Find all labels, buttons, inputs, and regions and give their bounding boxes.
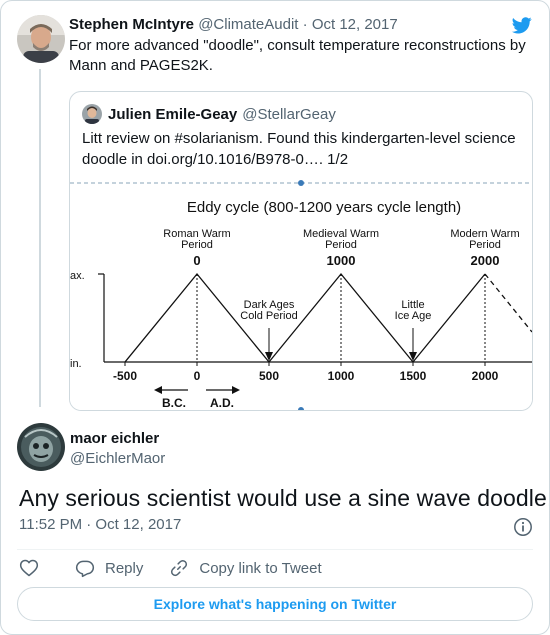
peak-label-medieval-2: Period [325, 239, 357, 251]
author-handle[interactable]: @ClimateAudit [198, 16, 298, 33]
copy-link-button[interactable]: Copy link to Tweet [169, 558, 321, 578]
trough-label-dark-ages-2: Cold Period [240, 310, 297, 322]
quoted-author-handle: @StellarGeay [242, 106, 336, 123]
separator: · [303, 16, 308, 33]
explore-twitter-button[interactable]: Explore what's happening on Twitter [17, 587, 533, 621]
peak-label-modern-2: Period [469, 239, 501, 251]
thread-connector [39, 69, 41, 407]
x-tick-label: 2000 [472, 369, 499, 383]
x-tick-label: -500 [113, 369, 137, 383]
y-min-label: in. [70, 358, 82, 370]
tweet-text: Any serious scientist would use a sine w… [19, 484, 550, 512]
author-handle[interactable]: @EichlerMaor [70, 450, 165, 467]
x-tick-label: 500 [259, 369, 279, 383]
author-name[interactable]: Stephen McIntyre [69, 16, 194, 33]
avatar[interactable] [17, 423, 65, 471]
y-max-label: ax. [70, 270, 85, 282]
tweet-text: For more advanced "doodle", consult temp… [69, 36, 531, 76]
eddy-cycle-figure: Eddy cycle (800-1200 years cycle length)… [70, 180, 532, 411]
quoted-author-name: Julien Emile-Geay [108, 106, 237, 123]
tweet-actions: Reply Copy link to Tweet [19, 557, 348, 579]
x-tick-label: 1500 [400, 369, 427, 383]
reply-label: Reply [105, 560, 143, 577]
avatar [82, 104, 102, 124]
heart-icon [19, 558, 39, 578]
peak-year-roman: 0 [193, 253, 200, 268]
twitter-bird-icon[interactable] [511, 15, 533, 35]
peak-year-modern: 2000 [471, 253, 500, 268]
copy-link-label: Copy link to Tweet [199, 560, 321, 577]
x-tick-label: 0 [194, 369, 201, 383]
reply-button[interactable]: Reply [75, 558, 143, 578]
divider [17, 549, 533, 550]
tweet-timestamp[interactable]: 11:52 PM · Oct 12, 2017 [19, 516, 181, 533]
era-label-ad: A.D. [210, 396, 234, 410]
quoted-tweet[interactable]: Julien Emile-Geay @StellarGeay Litt revi… [69, 91, 533, 411]
link-icon [169, 558, 189, 578]
figure-title: Eddy cycle (800-1200 years cycle length) [187, 199, 461, 216]
x-tick-label: 1000 [328, 369, 355, 383]
peak-year-medieval: 1000 [327, 253, 356, 268]
quoted-tweet-text: Litt review on #solarianism. Found this … [82, 128, 520, 170]
info-icon[interactable] [513, 517, 533, 537]
tweet-date[interactable]: Oct 12, 2017 [312, 16, 398, 33]
trough-label-little-ice-2: Ice Age [395, 310, 432, 322]
like-button[interactable] [19, 558, 49, 578]
author-name[interactable]: maor eichler [70, 430, 159, 447]
peak-label-roman-2: Period [181, 239, 213, 251]
era-label-bc: B.C. [162, 396, 186, 410]
reply-bubble-icon [75, 558, 95, 578]
avatar[interactable] [17, 15, 65, 63]
